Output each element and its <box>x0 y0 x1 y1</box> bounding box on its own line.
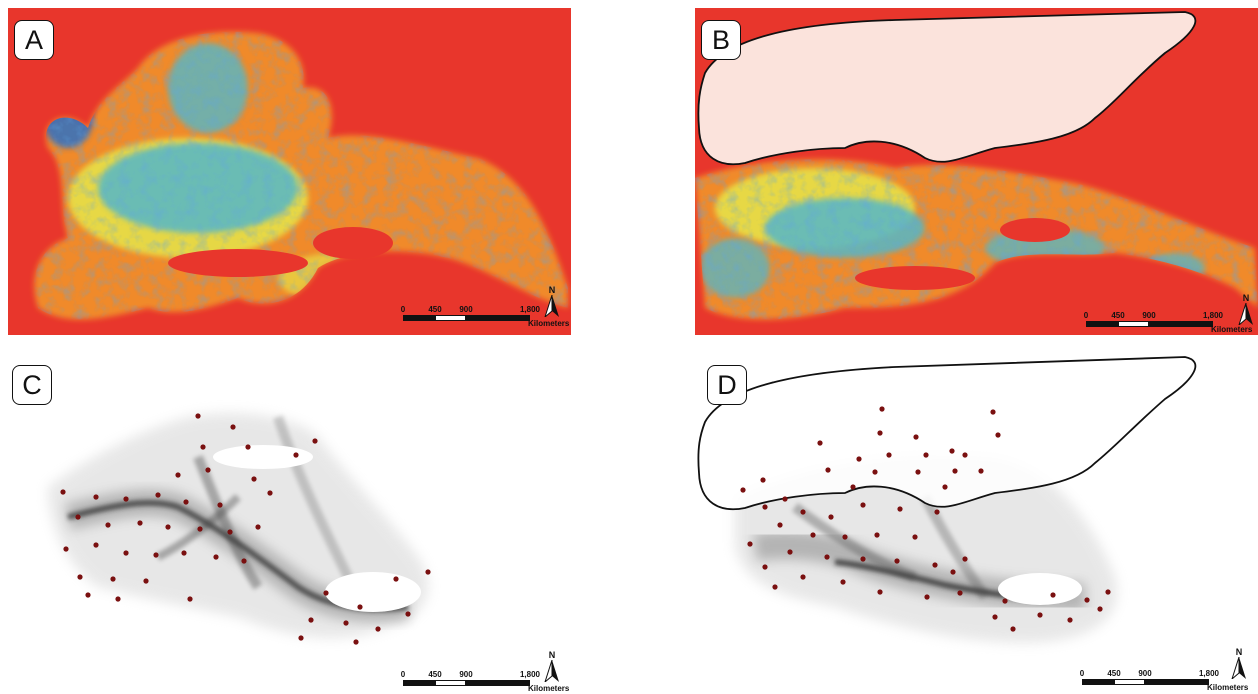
scale-tick-900: 900 <box>1142 311 1156 320</box>
suitability-map-a <box>8 8 571 335</box>
north-arrow: N <box>541 285 563 321</box>
panel-a-suitability-map: A 0 450 900 1,800 Kilometers N <box>8 8 571 335</box>
scale-bar: 0 450 900 1,800 Kilometers <box>398 670 571 694</box>
ice-sheet-outline <box>697 356 1197 511</box>
scale-segment <box>435 680 466 686</box>
panel-label: C <box>12 365 52 405</box>
north-arrow-icon <box>544 660 559 682</box>
sea-mediterranean <box>855 266 975 290</box>
site-points <box>740 406 1111 632</box>
scale-tick-1800: 1,800 <box>1198 669 1220 678</box>
corridor-map-c <box>48 413 431 645</box>
scale-tick-0: 0 <box>1083 311 1089 320</box>
north-arrow-icon <box>1238 303 1253 325</box>
scale-segment <box>1145 679 1209 685</box>
scale-tick-0: 0 <box>1079 669 1085 678</box>
north-label: N <box>1235 647 1243 657</box>
sea-black <box>1000 218 1070 242</box>
scale-bar: 0 450 900 1,800 Kilometers <box>1077 669 1257 694</box>
scale-tick-900: 900 <box>459 305 473 314</box>
scale-segment <box>466 315 530 321</box>
scale-segment <box>1114 679 1145 685</box>
north-arrow: N <box>1228 647 1250 683</box>
north-arrow-icon <box>544 295 559 317</box>
north-arrow-icon <box>1231 657 1246 679</box>
scale-unit: Kilometers <box>1207 683 1249 692</box>
scale-segment <box>466 680 530 686</box>
ice-sheet-outline <box>697 11 1197 166</box>
scale-segment <box>1149 321 1213 327</box>
corridor-map-d <box>697 356 1197 643</box>
scale-unit: Kilometers <box>528 319 570 328</box>
scale-segment <box>1082 679 1114 685</box>
north-arrow: N <box>1235 293 1257 329</box>
suitability-map-b <box>695 8 1258 335</box>
sea-mediterranean <box>168 249 308 277</box>
scale-unit: Kilometers <box>528 684 570 693</box>
corridor-density <box>48 413 428 638</box>
scale-tick-1800: 1,800 <box>519 305 541 314</box>
scale-tick-450: 450 <box>428 305 442 314</box>
north-label: N <box>548 285 556 295</box>
sea-black <box>998 573 1082 605</box>
scale-tick-450: 450 <box>1111 311 1125 320</box>
scale-unit: Kilometers <box>1211 325 1253 334</box>
panel-label: B <box>701 20 741 60</box>
scale-tick-900: 900 <box>1138 669 1152 678</box>
scale-segment <box>403 680 435 686</box>
panel-d-corridor-map-ice: D 0 450 900 1,800 Kilometers N <box>695 347 1258 694</box>
scale-tick-1800: 1,800 <box>1202 311 1224 320</box>
scale-tick-900: 900 <box>459 670 473 679</box>
scale-segment <box>403 315 435 321</box>
scale-tick-450: 450 <box>428 670 442 679</box>
north-label: N <box>1242 293 1250 303</box>
scale-tick-0: 0 <box>400 305 406 314</box>
scale-bar: 0 450 900 1,800 Kilometers <box>1081 311 1258 335</box>
scale-tick-450: 450 <box>1107 669 1121 678</box>
panel-b-suitability-map-ice: B 0 450 900 1,800 Kilometers N <box>695 8 1258 335</box>
sea-black <box>325 572 421 612</box>
panel-label: A <box>14 20 54 60</box>
sea-black <box>313 227 393 259</box>
scale-segment <box>435 315 466 321</box>
site-points <box>60 413 431 645</box>
scale-tick-0: 0 <box>400 670 406 679</box>
scale-bar: 0 450 900 1,800 Kilometers <box>398 305 571 331</box>
panel-c-corridor-map: C 0 450 900 1,800 Kilometers N <box>8 357 571 694</box>
panel-label: D <box>707 365 747 405</box>
sea-baltic <box>213 445 313 469</box>
land-surface <box>695 159 1258 320</box>
north-arrow: N <box>541 650 563 686</box>
corridor-density <box>735 454 1117 643</box>
scale-segment <box>1086 321 1118 327</box>
scale-segment <box>1118 321 1149 327</box>
north-label: N <box>548 650 556 660</box>
scale-tick-1800: 1,800 <box>519 670 541 679</box>
